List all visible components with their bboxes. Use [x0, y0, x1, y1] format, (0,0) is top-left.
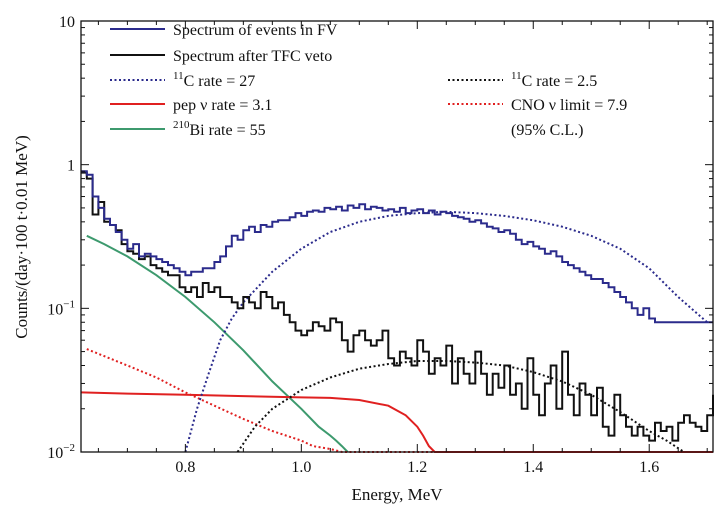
series-fv-line	[81, 171, 713, 322]
series-c11_tfc-line	[238, 361, 684, 452]
x-tick-label: 1.6	[639, 459, 659, 476]
legend-label: 11C rate = 27	[173, 70, 255, 90]
y-tick-label: 10	[59, 14, 75, 31]
series-layer	[81, 171, 713, 452]
series-pep-line	[81, 392, 713, 452]
y-axis-title: Counts/(day·100 t·0.01 MeV)	[12, 135, 31, 339]
x-tick-label: 1.2	[407, 459, 427, 476]
legend-label: pep ν rate = 3.1	[173, 97, 272, 114]
legend: Spectrum of events in FV Spectrum after T…	[110, 22, 627, 139]
plot-frame	[81, 21, 713, 452]
x-tick-label: 1.0	[291, 459, 311, 476]
y-tick-label: 10−2	[47, 442, 75, 462]
legend-label: 210Bi rate = 55	[173, 119, 266, 139]
series-bi210-line	[87, 236, 348, 452]
x-axis-title: Energy, MeV	[351, 485, 443, 504]
legend-label: 11C rate = 2.5	[511, 70, 597, 90]
x-tick-label: 1.4	[523, 459, 543, 476]
legend-label: CNO ν limit = 7.9	[511, 97, 627, 114]
y-tick-label: 10−1	[47, 298, 75, 318]
legend-label: (95% C.L.)	[511, 122, 583, 139]
plot-area: 0.8 1.0 1.2 1.4 1.6 10 1 10−1 10−2	[47, 14, 713, 476]
series-c11_fv-line	[185, 212, 707, 452]
x-tick-label: 0.8	[175, 459, 195, 476]
legend-label: Spectrum after TFC veto	[173, 48, 332, 65]
y-tick-label: 1	[67, 158, 75, 175]
legend-label: Spectrum of events in FV	[173, 22, 338, 39]
